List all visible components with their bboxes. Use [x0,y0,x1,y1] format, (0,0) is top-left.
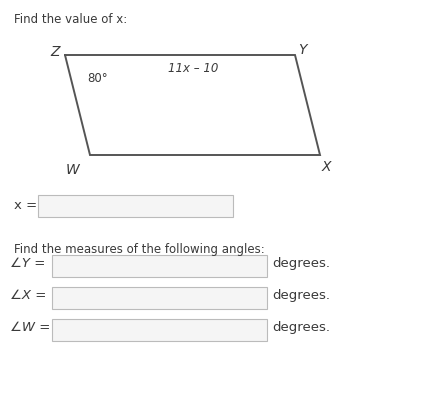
Text: ∠Y =: ∠Y = [10,256,45,269]
Text: degrees.: degrees. [272,256,330,269]
Text: Find the measures of the following angles:: Find the measures of the following angle… [14,243,265,256]
Text: ∠X =: ∠X = [10,289,46,302]
Bar [52,287,267,309]
Text: ∠W =: ∠W = [10,321,51,334]
Text: Find the value of x:: Find the value of x: [14,13,127,26]
Bar [52,255,267,277]
Text: degrees.: degrees. [272,289,330,302]
Bar [38,195,233,217]
Text: degrees.: degrees. [272,321,330,334]
Text: X: X [321,160,331,174]
Text: 11x – 10: 11x – 10 [168,62,218,75]
Bar [52,319,267,341]
Text: x =: x = [14,199,37,212]
Text: Z: Z [50,45,60,59]
Text: Y: Y [298,43,306,57]
Text: W: W [66,163,80,177]
Text: 80°: 80° [87,72,108,85]
